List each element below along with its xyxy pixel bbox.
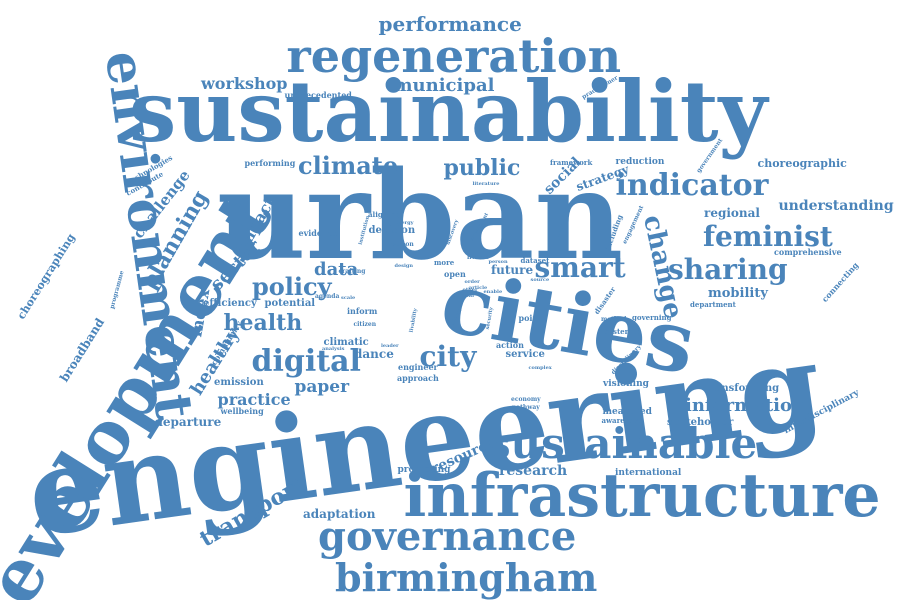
cloud-word-sharing: sharing xyxy=(668,253,788,286)
cloud-word-public: public xyxy=(443,155,521,181)
cloud-word-regional: regional xyxy=(704,206,760,220)
cloud-word-analysis: analysis xyxy=(322,345,345,352)
cloud-word-agenda: agenda xyxy=(315,293,340,300)
cloud-word-service: service xyxy=(505,349,545,360)
cloud-word-sustainability: sustainability xyxy=(129,62,768,161)
cloud-word-reduction: reduction xyxy=(615,156,665,167)
cloud-word-city: city xyxy=(419,340,477,373)
cloud-word-carbon: carbon xyxy=(390,241,414,248)
cloud-word-approach: approach xyxy=(397,373,439,383)
cloud-word-livability: livability xyxy=(408,307,419,333)
cloud-word-leader: leader xyxy=(381,342,399,349)
cloud-word-framework: framework xyxy=(550,157,593,167)
cloud-word-governing: governing xyxy=(632,312,672,322)
cloud-word-inform: inform xyxy=(347,306,378,316)
cloud-word-awareness: awareness xyxy=(601,415,643,425)
cloud-word-urban: urban xyxy=(217,143,624,287)
cloud-word-method: method xyxy=(601,316,627,323)
cloud-word-governance: governance xyxy=(318,513,577,560)
cloud-word-enable: enable xyxy=(483,288,503,295)
cloud-word-design: design xyxy=(394,262,414,269)
cloud-word-infrastructure: infrastructure xyxy=(403,461,881,531)
cloud-word-programme: programme xyxy=(108,270,126,310)
cloud-word-connecting: connecting xyxy=(819,260,861,304)
cloud-word-departure: departure xyxy=(154,415,222,429)
cloud-word-wellbeing: wellbeing xyxy=(220,406,264,416)
cloud-word-future: future xyxy=(491,263,534,277)
cloud-word-point: point xyxy=(518,313,542,323)
cloud-word-choreographic: choreographic xyxy=(757,156,847,170)
cloud-word-engineer: engineer xyxy=(398,362,438,372)
cloud-word-department: department xyxy=(690,299,736,309)
cloud-word-civil: civil xyxy=(450,294,462,301)
cloud-word-feminist: feminist xyxy=(703,220,833,253)
cloud-word-policy: policy xyxy=(252,272,332,301)
cloud-word-literature: literature xyxy=(472,180,500,187)
cloud-word-regeneration: regeneration xyxy=(286,29,622,83)
cloud-word-choreographing: choreographing xyxy=(14,230,78,322)
cloud-word-systemic: systemic xyxy=(605,326,639,336)
cloud-word-aligning: aligning xyxy=(368,209,401,219)
cloud-word-stakeholder: stakeholder xyxy=(667,417,734,428)
cloud-word-source: source xyxy=(530,276,550,283)
cloud-word-livable: livable xyxy=(467,254,490,261)
cloud-word-crafting: crafting xyxy=(338,268,366,275)
cloud-word-citizen: citizen xyxy=(353,321,377,328)
cloud-word-pathway: pathway xyxy=(512,404,540,411)
cloud-word-goal: goal xyxy=(462,292,474,299)
cloud-word-emission: emission xyxy=(214,377,264,388)
cloud-word-action: action xyxy=(496,340,524,350)
cloud-word-sustainable: sustainable xyxy=(487,419,758,468)
cloud-word-dance: dance xyxy=(354,347,394,361)
cloud-word-research: research xyxy=(499,463,568,479)
cloud-word-adaptation: adaptation xyxy=(303,507,376,521)
cloud-word-other: other xyxy=(462,286,478,293)
cloud-word-indicator: indicator xyxy=(615,168,769,203)
cloud-word-economy: economy xyxy=(511,396,541,403)
cloud-word-open: open xyxy=(444,269,466,279)
cloud-word-unprecedented: unprecedented xyxy=(284,90,352,100)
cloud-word-person: person xyxy=(488,258,508,265)
cloud-word-complex: complex xyxy=(528,364,552,371)
cloud-word-promoting: promoting xyxy=(397,464,451,475)
cloud-word-health: health xyxy=(223,310,303,336)
cloud-word-climate: climate xyxy=(298,151,399,180)
cloud-word-paper: paper xyxy=(294,376,350,397)
cloud-word-article: article xyxy=(469,284,488,291)
cloud-word-decision: decision xyxy=(368,225,416,236)
cloud-word-more: more xyxy=(434,257,455,267)
cloud-word-performing: performing xyxy=(244,158,296,168)
cloud-word-mobility: mobility xyxy=(708,285,768,301)
cloud-word-data: data xyxy=(314,259,359,280)
cloud-word-energy: energy xyxy=(394,219,414,226)
cloud-word-digital: digital xyxy=(251,344,361,379)
cloud-word-workshop: workshop xyxy=(201,74,288,93)
cloud-word-visioning: visioning xyxy=(603,378,649,389)
cloud-word-understanding: understanding xyxy=(778,198,894,214)
cloud-word-municipal: municipal xyxy=(393,75,495,96)
cloud-word-measured: measured xyxy=(602,406,652,417)
cloud-word-comprehensive: comprehensive xyxy=(774,247,842,257)
cloud-word-order: order xyxy=(464,278,480,285)
cloud-word-information: information xyxy=(685,395,806,416)
cloud-word-evidence: evidence xyxy=(298,228,338,238)
cloud-word-dataset: dataset xyxy=(520,255,550,265)
cloud-word-transforming: transforming xyxy=(705,383,780,394)
cloud-word-efficiency: efficiency xyxy=(203,298,257,309)
cloud-word-scale: scale xyxy=(341,294,356,301)
cloud-word-smart: smart xyxy=(534,251,626,284)
cloud-word-practice: practice xyxy=(217,390,291,409)
cloud-word-international: international xyxy=(615,467,682,478)
cloud-word-potential: potential xyxy=(264,298,316,309)
cloud-word-performance: performance xyxy=(378,12,522,36)
cloud-word-climatic: climatic xyxy=(323,337,369,348)
cloud-word-birmingham: birmingham xyxy=(335,555,598,600)
